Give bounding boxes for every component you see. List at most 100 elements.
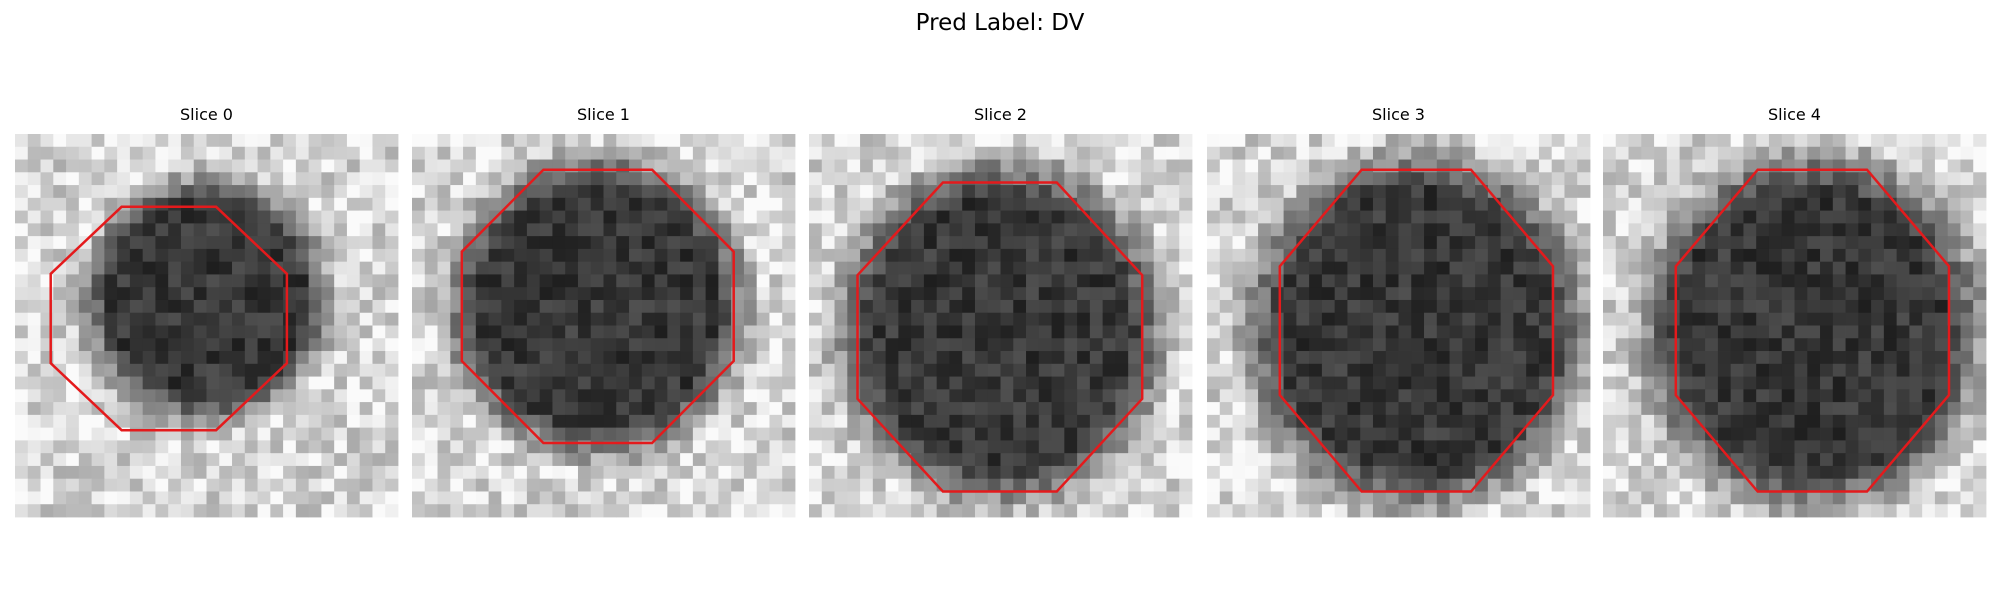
pixel: [475, 185, 489, 199]
pixel: [1258, 287, 1272, 301]
pixel: [769, 504, 783, 518]
pixel: [321, 338, 335, 352]
pixel: [552, 351, 566, 365]
pixel: [463, 325, 477, 339]
pixel: [155, 453, 169, 467]
pixel: [1641, 134, 1655, 148]
pixel: [1115, 376, 1129, 390]
pixel: [936, 351, 950, 365]
pixel: [463, 172, 477, 186]
pixel: [129, 338, 144, 352]
pixel: [372, 465, 386, 480]
pixel: [437, 287, 451, 301]
pixel: [346, 453, 361, 467]
pixel: [1398, 427, 1412, 441]
pixel: [1577, 287, 1591, 301]
pixel: [809, 197, 823, 211]
pixel: [821, 236, 835, 250]
pixel: [1794, 261, 1808, 275]
pixel: [1347, 287, 1361, 301]
pixel: [667, 363, 681, 377]
pixel: [1845, 146, 1859, 160]
pixel: [372, 197, 386, 211]
pixel: [1038, 453, 1052, 467]
pixel: [974, 465, 989, 480]
pixel: [1794, 248, 1808, 263]
pixel: [1628, 159, 1642, 173]
pixel: [1089, 287, 1104, 301]
pixel: [603, 287, 617, 301]
pixel: [1500, 491, 1514, 505]
pixel: [1270, 402, 1284, 416]
pixel: [782, 299, 796, 314]
pixel: [78, 351, 92, 365]
pixel: [962, 402, 976, 416]
pixel: [1207, 465, 1221, 480]
pixel: [1551, 414, 1565, 429]
pixel: [872, 504, 886, 518]
pixel: [53, 274, 67, 288]
pixel: [743, 210, 758, 224]
pixel: [743, 478, 758, 492]
pixel: [1947, 376, 1961, 390]
pixel: [769, 185, 783, 199]
pixel: [1128, 287, 1142, 301]
pixel: [1934, 440, 1949, 454]
pixel: [117, 440, 131, 454]
pixel: [654, 197, 668, 211]
pixel: [756, 325, 770, 339]
pixel: [1922, 491, 1936, 505]
pixel: [1360, 402, 1374, 416]
pixel: [412, 274, 426, 288]
pixel: [1628, 414, 1642, 429]
pixel: [1500, 478, 1514, 492]
pixel: [1666, 274, 1680, 288]
pixel: [743, 504, 758, 518]
pixel: [1768, 325, 1783, 339]
pixel: [359, 325, 373, 339]
pixel: [1807, 363, 1821, 377]
pixel: [590, 223, 604, 237]
pixel: [539, 236, 553, 250]
pixel: [463, 414, 477, 429]
pixel: [257, 389, 271, 403]
pixel: [705, 453, 719, 467]
pixel: [1896, 414, 1910, 429]
pixel: [1577, 402, 1591, 416]
pixel: [424, 440, 438, 454]
pixel: [1781, 223, 1795, 237]
pixel: [283, 414, 297, 429]
pixel: [1832, 248, 1846, 263]
pixel: [1232, 453, 1246, 467]
pixel: [1334, 504, 1348, 518]
pixel: [346, 478, 361, 492]
pixel: [641, 185, 655, 199]
pixel: [590, 287, 604, 301]
pixel: [1026, 465, 1040, 480]
pixel: [962, 299, 976, 314]
pixel: [53, 159, 67, 173]
pixel: [1296, 338, 1310, 352]
pixel: [424, 325, 438, 339]
pixel: [1270, 299, 1284, 314]
pixel: [1564, 414, 1578, 429]
pixel: [463, 351, 477, 365]
pixel: [463, 248, 477, 263]
pixel: [1717, 248, 1732, 263]
pixel: [1245, 261, 1259, 275]
pixel: [27, 223, 41, 237]
pixel: [1207, 414, 1221, 429]
pixel: [104, 491, 118, 505]
pixel: [923, 427, 938, 441]
pixel: [501, 414, 515, 429]
pixel: [308, 402, 322, 416]
pixel: [1207, 376, 1221, 390]
pixel: [1321, 159, 1336, 173]
pixel: [193, 287, 207, 301]
pixel: [359, 223, 373, 237]
pixel: [1654, 185, 1668, 199]
pixel: [1219, 299, 1233, 314]
pixel: [372, 274, 386, 288]
pixel: [680, 376, 694, 390]
pixel: [359, 299, 373, 314]
